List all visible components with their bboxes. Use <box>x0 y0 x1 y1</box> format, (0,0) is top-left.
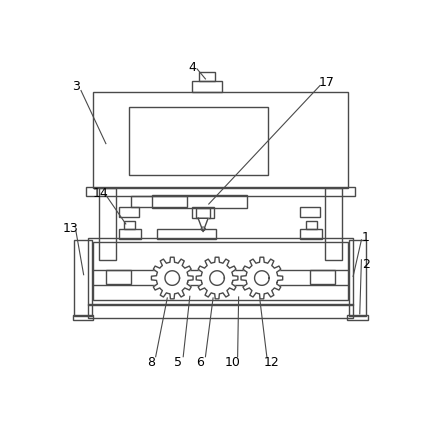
Bar <box>88 239 353 305</box>
Bar <box>73 315 93 320</box>
Bar <box>310 270 335 284</box>
Polygon shape <box>198 219 208 232</box>
Polygon shape <box>196 258 238 299</box>
Bar <box>106 270 131 284</box>
Bar <box>197 208 210 218</box>
Text: 5: 5 <box>174 355 182 368</box>
Polygon shape <box>255 271 269 286</box>
Polygon shape <box>151 258 193 299</box>
Text: 12: 12 <box>264 355 280 368</box>
Text: 2: 2 <box>362 258 370 270</box>
Polygon shape <box>241 258 283 299</box>
Bar <box>86 188 355 196</box>
Bar <box>192 208 214 219</box>
Text: 13: 13 <box>62 221 78 234</box>
Bar <box>119 230 141 240</box>
Bar <box>119 207 139 217</box>
Bar <box>199 73 215 81</box>
Bar <box>347 315 368 320</box>
Polygon shape <box>210 271 224 286</box>
Text: 1: 1 <box>362 230 370 243</box>
Bar <box>92 243 348 301</box>
Bar <box>99 189 117 260</box>
Bar <box>325 189 342 260</box>
Bar <box>349 240 366 316</box>
Text: 6: 6 <box>197 355 204 368</box>
Bar <box>152 196 247 208</box>
Bar <box>157 229 216 240</box>
Bar <box>129 108 268 176</box>
Bar <box>124 221 135 230</box>
Bar <box>300 230 322 240</box>
Text: 17: 17 <box>319 76 335 89</box>
Bar <box>131 196 187 207</box>
Text: 3: 3 <box>72 80 80 93</box>
Bar <box>192 81 222 93</box>
Bar <box>306 221 316 230</box>
Bar <box>300 207 320 217</box>
Bar <box>74 240 92 316</box>
Text: 14: 14 <box>92 187 108 200</box>
Text: 10: 10 <box>225 355 241 368</box>
Text: 4: 4 <box>188 61 196 74</box>
Text: 8: 8 <box>147 355 155 368</box>
Bar <box>88 304 353 318</box>
Polygon shape <box>165 271 180 286</box>
Bar <box>92 93 348 189</box>
